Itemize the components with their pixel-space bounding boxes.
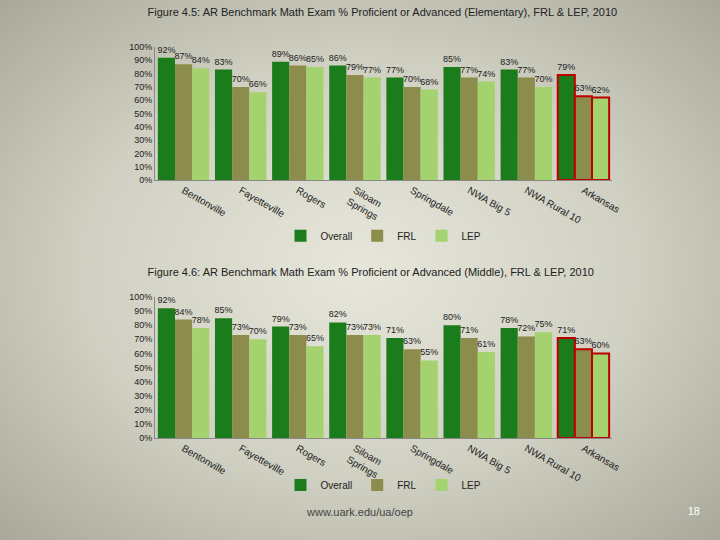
svg-text:90%: 90% <box>134 306 152 316</box>
svg-text:100%: 100% <box>129 292 152 302</box>
svg-text:74%: 74% <box>477 69 495 79</box>
svg-text:NWA Rural 10: NWA Rural 10 <box>523 185 583 226</box>
svg-text:70%: 70% <box>232 74 250 84</box>
svg-text:10%: 10% <box>134 162 152 172</box>
svg-text:Arkansas: Arkansas <box>580 443 622 473</box>
svg-text:68%: 68% <box>420 77 438 87</box>
svg-text:71%: 71% <box>386 325 404 335</box>
svg-text:79%: 79% <box>346 62 364 72</box>
svg-text:66%: 66% <box>249 79 267 89</box>
svg-text:NWA Rural 10: NWA Rural 10 <box>523 443 583 484</box>
svg-text:77%: 77% <box>363 65 381 75</box>
svg-text:SiloamSprings: SiloamSprings <box>345 443 386 481</box>
svg-text:84%: 84% <box>175 307 193 317</box>
svg-text:0%: 0% <box>139 433 152 443</box>
svg-text:77%: 77% <box>386 65 404 75</box>
svg-text:55%: 55% <box>420 347 438 357</box>
svg-text:Overall: Overall <box>321 480 353 491</box>
svg-text:71%: 71% <box>460 325 478 335</box>
svg-text:62%: 62% <box>592 85 610 95</box>
svg-text:100%: 100% <box>129 42 152 52</box>
svg-text:LEP: LEP <box>462 480 481 491</box>
svg-text:73%: 73% <box>346 322 364 332</box>
svg-text:SiloamSprings: SiloamSprings <box>345 185 386 223</box>
svg-text:50%: 50% <box>134 363 152 373</box>
svg-text:78%: 78% <box>500 315 518 325</box>
svg-text:50%: 50% <box>134 109 152 119</box>
svg-text:92%: 92% <box>157 295 175 305</box>
svg-text:NWA Big 5: NWA Big 5 <box>466 185 513 219</box>
svg-text:71%: 71% <box>557 325 575 335</box>
svg-text:20%: 20% <box>134 405 152 415</box>
svg-text:FRL: FRL <box>397 231 416 242</box>
svg-text:60%: 60% <box>592 340 610 350</box>
svg-text:86%: 86% <box>289 53 307 63</box>
svg-text:60%: 60% <box>134 95 152 105</box>
svg-text:75%: 75% <box>534 319 552 329</box>
svg-text:83%: 83% <box>500 57 518 67</box>
svg-text:80%: 80% <box>443 312 461 322</box>
svg-text:40%: 40% <box>134 377 152 387</box>
svg-text:Rogers: Rogers <box>294 443 327 469</box>
svg-text:Springdale: Springdale <box>409 185 456 219</box>
svg-text:Bentonville: Bentonville <box>180 443 228 477</box>
svg-text:Springdale: Springdale <box>409 443 456 477</box>
svg-text:92%: 92% <box>157 45 175 55</box>
svg-text:40%: 40% <box>134 122 152 132</box>
svg-text:73%: 73% <box>363 322 381 332</box>
svg-text:Fayetteville: Fayetteville <box>237 443 287 478</box>
svg-text:LEP: LEP <box>462 231 481 242</box>
svg-text:65%: 65% <box>306 333 324 343</box>
svg-text:85%: 85% <box>443 54 461 64</box>
svg-text:78%: 78% <box>192 315 210 325</box>
svg-text:70%: 70% <box>134 82 152 92</box>
svg-text:73%: 73% <box>232 322 250 332</box>
html-text:www.uark.edu/ua/oep: www.uark.edu/ua/oep <box>307 506 413 518</box>
svg-text:80%: 80% <box>134 320 152 330</box>
svg-text:63%: 63% <box>574 83 592 93</box>
svg-text:10%: 10% <box>134 419 152 429</box>
svg-text:73%: 73% <box>289 322 307 332</box>
svg-text:70%: 70% <box>403 74 421 84</box>
svg-text:85%: 85% <box>306 54 324 64</box>
svg-text:Figure 4.6: AR Benchmark Math: Figure 4.6: AR Benchmark Math Exam % Pro… <box>148 266 594 278</box>
svg-text:90%: 90% <box>134 55 152 65</box>
svg-text:20%: 20% <box>134 149 152 159</box>
svg-text:84%: 84% <box>192 55 210 65</box>
svg-text:80%: 80% <box>134 69 152 79</box>
svg-text:63%: 63% <box>574 336 592 346</box>
svg-text:70%: 70% <box>134 334 152 344</box>
svg-text:61%: 61% <box>477 339 495 349</box>
svg-text:Figure 4.5: AR Benchmark Math: Figure 4.5: AR Benchmark Math Exam % Pro… <box>148 6 618 18</box>
svg-text:Fayetteville: Fayetteville <box>237 185 287 220</box>
svg-text:77%: 77% <box>460 65 478 75</box>
svg-text:Overall: Overall <box>321 231 353 242</box>
svg-text:89%: 89% <box>272 49 290 59</box>
svg-text:0%: 0% <box>139 175 152 185</box>
svg-text:79%: 79% <box>557 62 575 72</box>
html-text:18: 18 <box>687 505 700 517</box>
svg-text:70%: 70% <box>249 326 267 336</box>
svg-text:Bentonville: Bentonville <box>180 185 228 219</box>
svg-text:30%: 30% <box>134 135 152 145</box>
svg-text:82%: 82% <box>329 309 347 319</box>
svg-text:86%: 86% <box>329 53 347 63</box>
svg-text:30%: 30% <box>134 391 152 401</box>
svg-text:60%: 60% <box>134 349 152 359</box>
svg-text:FRL: FRL <box>397 480 416 491</box>
svg-text:63%: 63% <box>403 336 421 346</box>
svg-text:85%: 85% <box>215 305 233 315</box>
svg-text:77%: 77% <box>517 65 535 75</box>
svg-text:70%: 70% <box>534 74 552 84</box>
svg-text:72%: 72% <box>517 323 535 333</box>
svg-text:83%: 83% <box>215 57 233 67</box>
svg-text:Arkansas: Arkansas <box>580 185 622 215</box>
svg-text:NWA Big 5: NWA Big 5 <box>466 443 513 477</box>
svg-text:87%: 87% <box>175 51 193 61</box>
svg-text:Rogers: Rogers <box>294 185 327 211</box>
svg-text:79%: 79% <box>272 314 290 324</box>
